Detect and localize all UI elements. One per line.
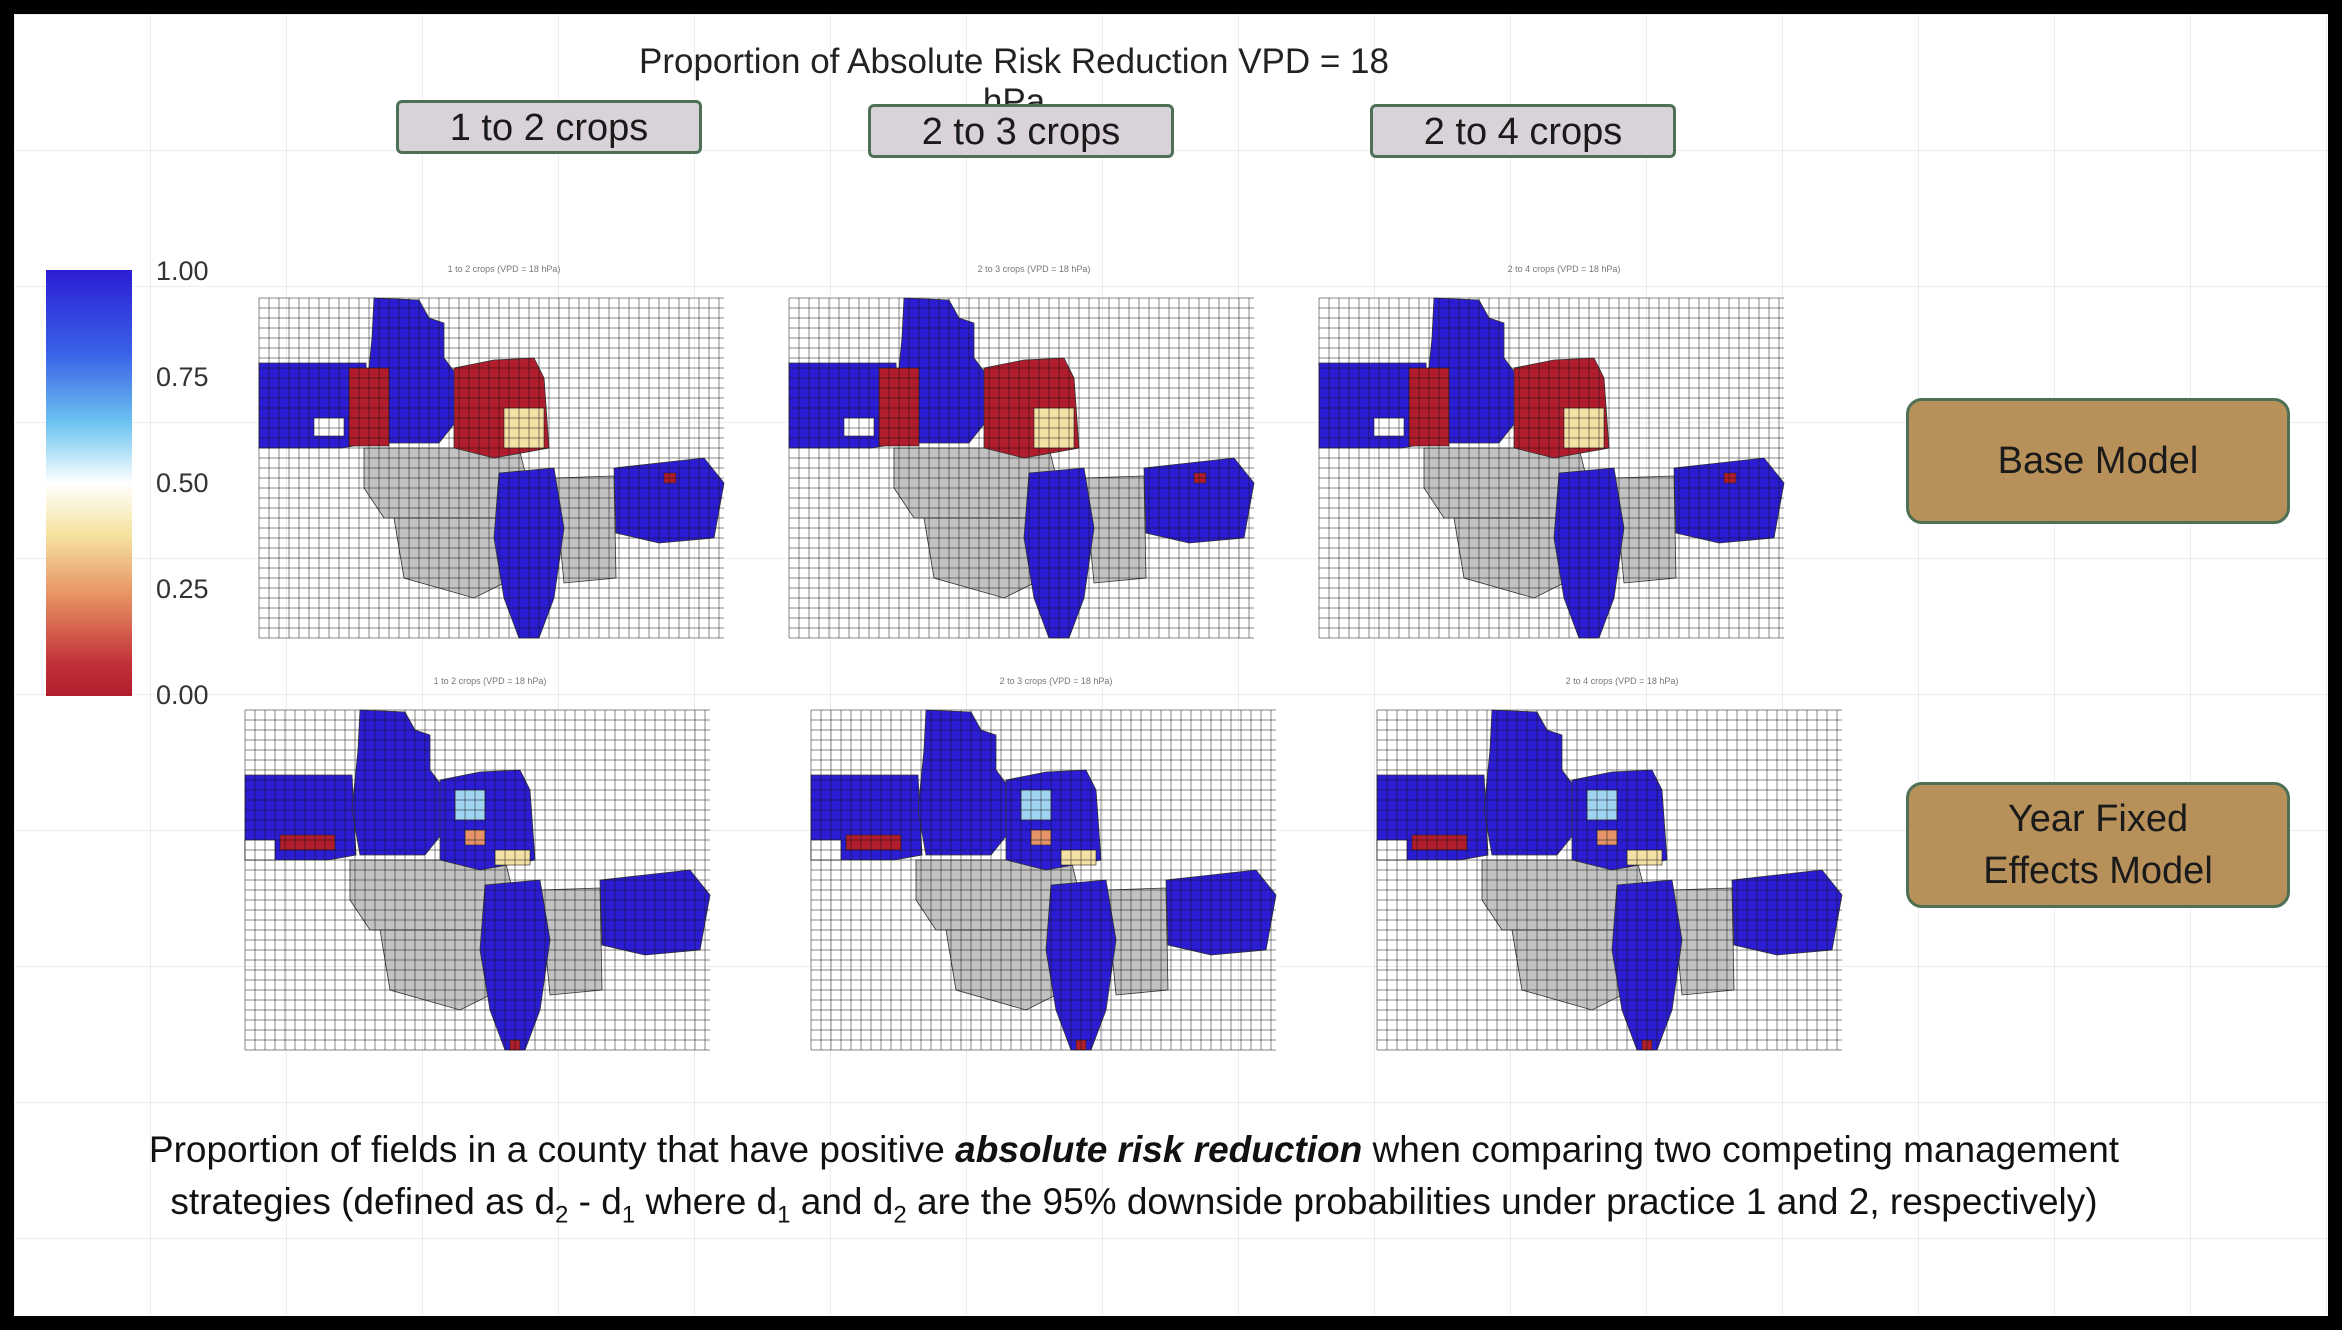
model-tag-label: Year Fixed Effects Model [1983, 798, 2213, 892]
map-subtitle: 2 to 4 crops (VPD = 18 hPa) [1565, 676, 1679, 686]
county-patch [279, 834, 336, 851]
county-patch [1411, 834, 1468, 851]
map-yfe-2-to-3: 2 to 3 crops (VPD = 18 hPa) [806, 676, 1306, 1070]
crop-tag-2-to-3: 2 to 3 crops [868, 104, 1174, 158]
slide-title: Proportion of Absolute Risk Reduction VP… [638, 42, 1389, 121]
crop-tag-2-to-4: 2 to 4 crops [1370, 104, 1676, 158]
slide: Proportion of Absolute Risk Reduction VP… [14, 14, 2328, 1316]
model-tag-base: Base Model [1906, 398, 2290, 524]
crop-tag-1-to-2: 1 to 2 crops [396, 100, 702, 154]
caption-emphasis: absolute risk reduction [955, 1129, 1363, 1170]
legend-tick: 0.00 [156, 680, 209, 710]
county-patch [1020, 789, 1052, 821]
county-map [788, 297, 1255, 639]
legend-color-bar [46, 270, 132, 696]
county-map [258, 297, 725, 639]
legend-tick: 0.75 [156, 362, 209, 392]
county-patch [454, 789, 486, 821]
county-patch [1586, 789, 1618, 821]
figure-caption: Proportion of fields in a county that ha… [148, 1129, 2120, 1229]
county-map [1318, 297, 1785, 639]
map-subtitle: 2 to 3 crops (VPD = 18 hPa) [999, 676, 1113, 686]
map-subtitle: 1 to 2 crops (VPD = 18 hPa) [433, 676, 547, 686]
map-subtitle: 2 to 3 crops (VPD = 18 hPa) [977, 264, 1091, 274]
map-yfe-2-to-4: 2 to 4 crops (VPD = 18 hPa) [1372, 676, 1872, 1070]
map-base-1-to-2: 1 to 2 crops (VPD = 18 hPa) [254, 264, 754, 658]
map-yfe-1-to-2: 1 to 2 crops (VPD = 18 hPa) [240, 676, 740, 1070]
county-map [1376, 709, 1843, 1051]
region-minnesota [351, 709, 446, 856]
county-map [244, 709, 711, 1051]
county-patch [845, 834, 902, 851]
legend-tick: 0.50 [156, 468, 209, 498]
model-tag-year-fixed-effects: Year Fixed Effects Model [1906, 782, 2290, 908]
map-base-2-to-3: 2 to 3 crops (VPD = 18 hPa) [784, 264, 1284, 658]
map-base-2-to-4: 2 to 4 crops (VPD = 18 hPa) [1314, 264, 1814, 658]
region-minnesota [917, 709, 1012, 856]
region-minnesota [1483, 709, 1578, 856]
legend-tick: 0.25 [156, 574, 209, 604]
map-subtitle: 1 to 2 crops (VPD = 18 hPa) [447, 264, 561, 274]
county-map [810, 709, 1277, 1051]
map-subtitle: 2 to 4 crops (VPD = 18 hPa) [1507, 264, 1621, 274]
legend-tick: 1.00 [156, 256, 209, 286]
